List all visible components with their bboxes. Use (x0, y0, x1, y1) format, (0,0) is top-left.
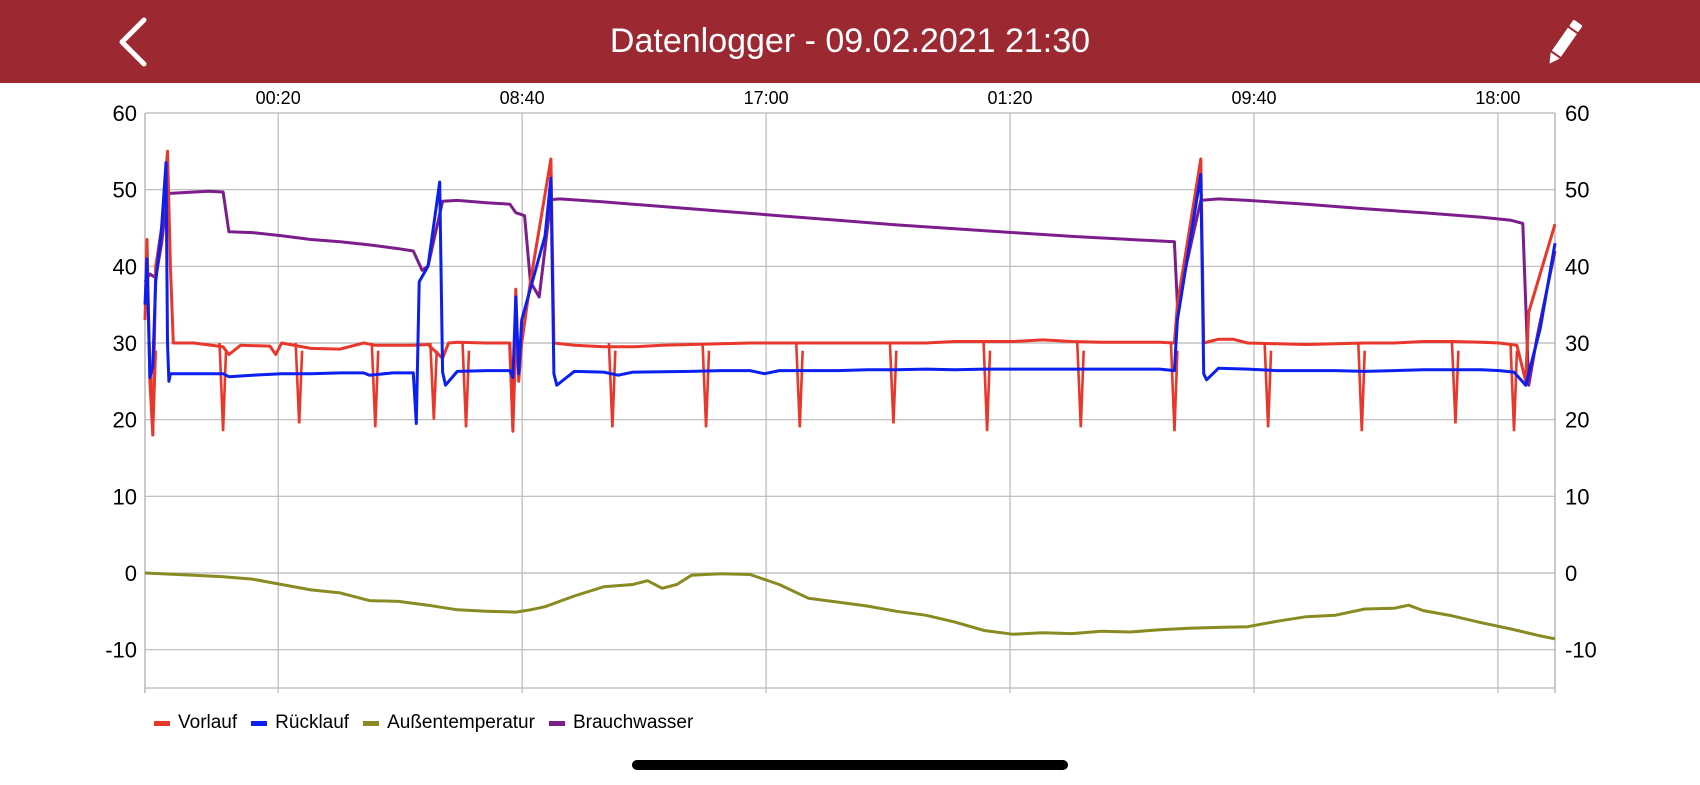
legend-item: Vorlauf (154, 712, 237, 734)
series-dip-vorlauf (429, 342, 439, 420)
legend-swatch (154, 720, 170, 726)
y-tick-label-left: -10 (105, 638, 137, 663)
x-tick-label: 09:40 (1231, 88, 1276, 108)
legend-swatch (251, 720, 268, 726)
series-dip-vorlauf (461, 342, 471, 428)
y-tick-label-right: -10 (1565, 638, 1597, 663)
series-dip-vorlauf (370, 342, 380, 428)
legend-label: Rücklauf (275, 712, 350, 733)
series-dip-vorlauf (1450, 342, 1460, 424)
y-tick-label-right: 30 (1565, 331, 1589, 356)
y-tick-label-right: 20 (1565, 408, 1589, 433)
y-tick-label-left: 50 (113, 178, 137, 203)
legend-item: Rücklauf (251, 712, 349, 734)
series-line-vorlauf (143, 149, 1557, 437)
x-tick-label: 08:40 (500, 88, 545, 108)
x-tick-label: 17:00 (744, 88, 789, 108)
y-tick-label-left: 30 (113, 331, 137, 356)
page-title: Datenlogger - 09.02.2021 21:30 (609, 22, 1091, 60)
series-dip-vorlauf (701, 342, 711, 428)
home-indicator[interactable] (632, 760, 1068, 770)
series-line-brauchwasser (143, 189, 1557, 387)
x-tick-label: 18:00 (1475, 88, 1520, 108)
series-dip-vorlauf (1075, 342, 1085, 428)
series-dip-vorlauf (1356, 342, 1367, 432)
y-tick-label-right: 40 (1565, 254, 1589, 279)
y-tick-label-right: 50 (1565, 178, 1589, 203)
x-tick-label: 00:20 (256, 88, 301, 108)
series-dip-vorlauf (294, 342, 304, 424)
y-tick-label-right: 60 (1565, 101, 1589, 126)
series-dip-vorlauf (218, 342, 228, 432)
y-tick-label-left: 10 (113, 484, 137, 509)
x-tick-label: 01:20 (987, 88, 1032, 108)
legend-label: Außentemperatur (387, 712, 535, 733)
series-line-au-entemperatur (144, 571, 1556, 641)
y-tick-label-right: 0 (1565, 561, 1577, 586)
pencil-icon[interactable] (1536, 14, 1592, 70)
app-header: Datenlogger - 09.02.2021 21:30 (0, 0, 1700, 83)
series-dip-vorlauf (1263, 342, 1273, 428)
series-dip-vorlauf (607, 342, 617, 428)
legend-item: Brauchwasser (548, 712, 694, 734)
legend-swatch (363, 720, 380, 726)
y-tick-label-right: 10 (1565, 484, 1589, 509)
series-dip-vorlauf (1509, 342, 1519, 432)
legend-label: Vorlauf (178, 712, 238, 733)
legend-swatch (548, 720, 565, 726)
series-dip-vorlauf (794, 342, 804, 428)
series-dip-vorlauf (1169, 342, 1179, 432)
y-tick-label-left: 60 (113, 101, 137, 126)
y-tick-label-left: 40 (113, 254, 137, 279)
chevron-left-icon[interactable] (108, 12, 168, 72)
series-dip-vorlauf (888, 342, 898, 424)
y-tick-label-left: 0 (125, 561, 137, 586)
legend-label: Brauchwasser (572, 712, 694, 733)
chart-legend: Vorlauf Rücklauf Außentemperatur Brauchwass… (154, 710, 707, 736)
y-tick-label-left: 20 (113, 408, 137, 433)
series-line-r-cklauf (143, 161, 1557, 425)
series-dip-vorlauf (982, 342, 992, 432)
line-chart: -10 -10 0 0 10 10 20 20 30 30 40 40 50 50 60 60 00:20 08:… (105, 88, 1597, 693)
legend-item: Außentemperatur (363, 712, 535, 734)
